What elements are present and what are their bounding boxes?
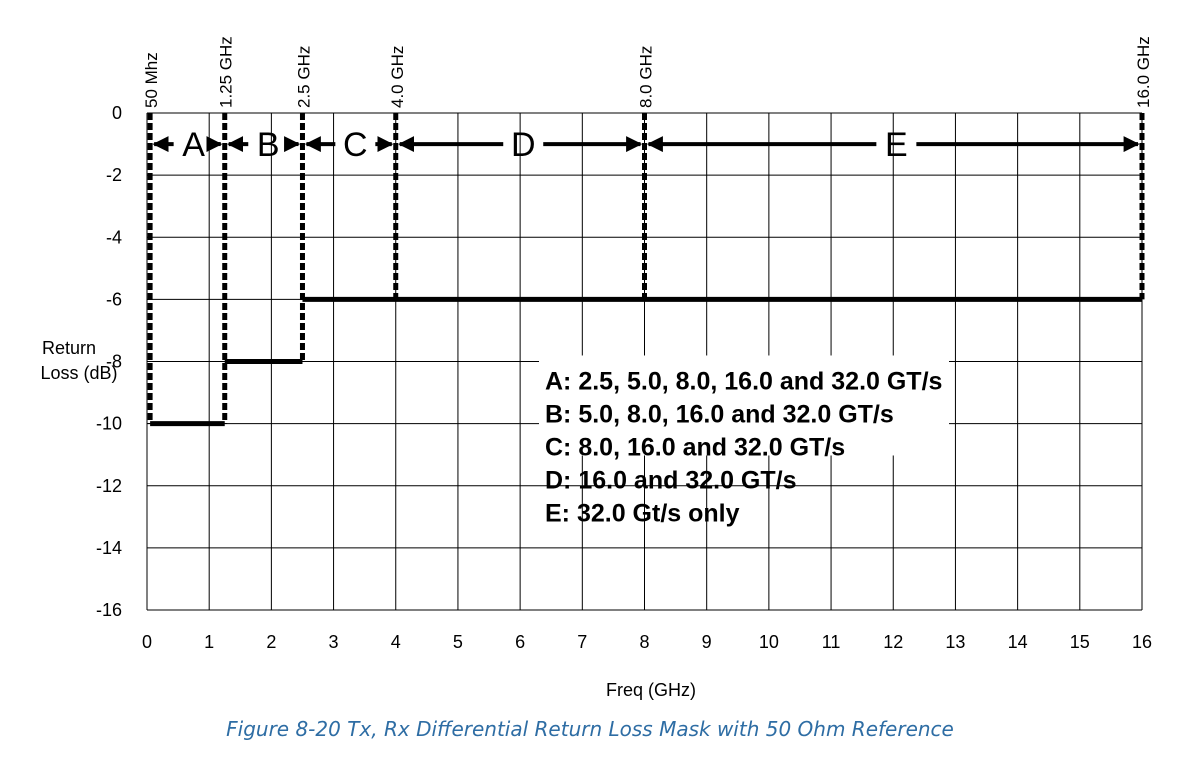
x-tick-label: 12 — [883, 632, 903, 652]
legend-entry: A: 2.5, 5.0, 8.0, 16.0 and 32.0 GT/s — [545, 367, 942, 395]
x-tick-label: 1 — [204, 632, 214, 652]
x-tick-label: 13 — [945, 632, 965, 652]
region-label: C — [343, 126, 368, 164]
x-tick-label: 8 — [639, 632, 649, 652]
y-tick-label: -12 — [96, 476, 122, 496]
boundary-label: 2.5 GHz — [294, 46, 313, 108]
boundary-label: 16.0 GHz — [1134, 36, 1153, 108]
x-axis-title: Freq (GHz) — [606, 680, 696, 700]
region-label: B — [257, 126, 280, 164]
boundary-label: 50 Mhz — [142, 52, 161, 108]
region-label: D — [511, 126, 536, 164]
region-label: A — [182, 126, 205, 164]
x-tick-label: 15 — [1070, 632, 1090, 652]
y-tick-label: -10 — [96, 414, 122, 434]
y-tick-label: -14 — [96, 538, 122, 558]
mask-limit-line — [150, 296, 1142, 427]
y-tick-label: -4 — [106, 227, 122, 247]
y-tick-label: 0 — [112, 103, 122, 123]
y-tick-labels: 0 -2 -4 -6 -8 -10 -12 -14 -16 — [96, 103, 122, 620]
x-tick-label: 7 — [577, 632, 587, 652]
legend-background — [539, 355, 949, 456]
x-tick-label: 0 — [142, 632, 152, 652]
x-tick-labels: 0 1 2 3 4 5 6 7 8 9 10 11 12 13 14 15 16 — [142, 632, 1152, 652]
x-tick-label: 16 — [1132, 632, 1152, 652]
y-axis-title-line2: Loss (dB) — [40, 363, 117, 383]
y-tick-label: -6 — [106, 289, 122, 309]
x-tick-label: 4 — [391, 632, 401, 652]
y-tick-label: -2 — [106, 165, 122, 185]
legend-entry: C: 8.0, 16.0 and 32.0 GT/s — [545, 433, 845, 461]
legend-entry: B: 5.0, 8.0, 16.0 and 32.0 GT/s — [545, 400, 894, 428]
x-tick-label: 11 — [822, 632, 841, 652]
x-tick-label: 9 — [702, 632, 712, 652]
x-tick-label: 14 — [1008, 632, 1028, 652]
frequency-boundaries: 50 Mhz 1.25 GHz 2.5 GHz 4.0 GHz 8.0 GHz 16.0 … — [142, 36, 1153, 424]
x-tick-label: 5 — [453, 632, 463, 652]
legend-entry: E: 32.0 Gt/s only — [545, 499, 740, 527]
legend: A: 2.5, 5.0, 8.0, 16.0 and 32.0 GT/s B: 5… — [539, 355, 949, 527]
x-tick-label: 2 — [266, 632, 276, 652]
boundary-label: 8.0 GHz — [637, 46, 656, 108]
legend-entry: D: 16.0 and 32.0 GT/s — [545, 466, 797, 494]
boundary-label: 4.0 GHz — [388, 46, 407, 108]
x-tick-label: 3 — [329, 632, 339, 652]
x-tick-label: 6 — [515, 632, 525, 652]
y-axis-title-line1: Return — [42, 338, 96, 358]
y-tick-label: -16 — [96, 600, 122, 620]
region-arrows: A B C D E — [152, 126, 1140, 164]
boundary-label: 1.25 GHz — [217, 36, 236, 108]
region-label: E — [885, 126, 908, 164]
figure-caption: Figure 8-20 Tx, Rx Differential Return L… — [226, 717, 954, 741]
y-tick-label: -8 — [106, 352, 122, 372]
x-tick-label: 10 — [759, 632, 779, 652]
